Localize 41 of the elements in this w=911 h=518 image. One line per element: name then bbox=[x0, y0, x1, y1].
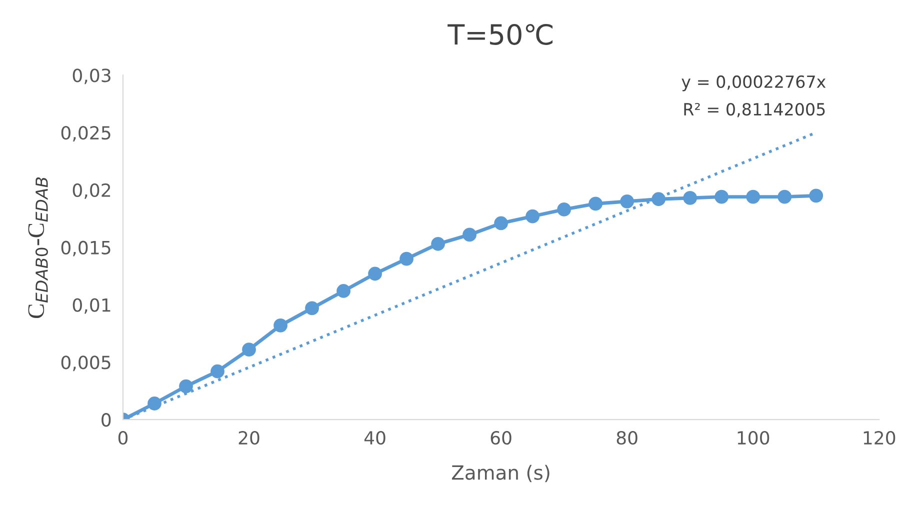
point bbox=[462, 228, 476, 242]
point bbox=[526, 209, 540, 224]
x-axis-title: Zaman (s) bbox=[452, 464, 550, 482]
point bbox=[274, 318, 288, 332]
x-tick-label: 100 bbox=[738, 431, 770, 445]
annotation: R² = 0,81142005 bbox=[684, 102, 825, 118]
y-tick-label: 0,005 bbox=[61, 356, 110, 372]
point bbox=[336, 284, 350, 298]
point bbox=[148, 396, 162, 410]
y-tick-label: 0,03 bbox=[72, 68, 110, 84]
point bbox=[652, 192, 666, 206]
point bbox=[620, 194, 634, 208]
point bbox=[400, 252, 414, 266]
point bbox=[557, 202, 572, 216]
x-tick-label: 120 bbox=[864, 431, 896, 445]
point bbox=[714, 190, 729, 204]
point bbox=[305, 301, 319, 316]
y-tick-label: 0,025 bbox=[61, 126, 110, 142]
y-axis-title: C$_{EDAB0}$-C$_{EDAB}$ bbox=[28, 177, 48, 318]
point bbox=[179, 379, 193, 394]
x-tick-label: 60 bbox=[490, 431, 512, 445]
point bbox=[588, 196, 603, 211]
y-tick-label: 0,02 bbox=[72, 183, 110, 199]
y-tick-label: 0,01 bbox=[72, 298, 110, 314]
x-tick-label: 0 bbox=[118, 431, 128, 445]
point bbox=[778, 190, 792, 204]
point bbox=[210, 364, 224, 378]
x-tick-label: 20 bbox=[238, 431, 260, 445]
y-tick-label: 0,015 bbox=[61, 240, 110, 256]
x-tick-label: 80 bbox=[616, 431, 638, 445]
point bbox=[431, 236, 445, 251]
point bbox=[368, 266, 382, 281]
point bbox=[809, 188, 824, 203]
chart-title: T=50℃ bbox=[448, 24, 552, 45]
point bbox=[494, 216, 508, 230]
point bbox=[683, 191, 698, 205]
annotation: y = 0,00022767x bbox=[682, 75, 826, 92]
point bbox=[242, 342, 256, 356]
y-tick-label: 0 bbox=[102, 413, 111, 427]
x-tick-label: 40 bbox=[364, 431, 386, 445]
point bbox=[746, 190, 760, 204]
